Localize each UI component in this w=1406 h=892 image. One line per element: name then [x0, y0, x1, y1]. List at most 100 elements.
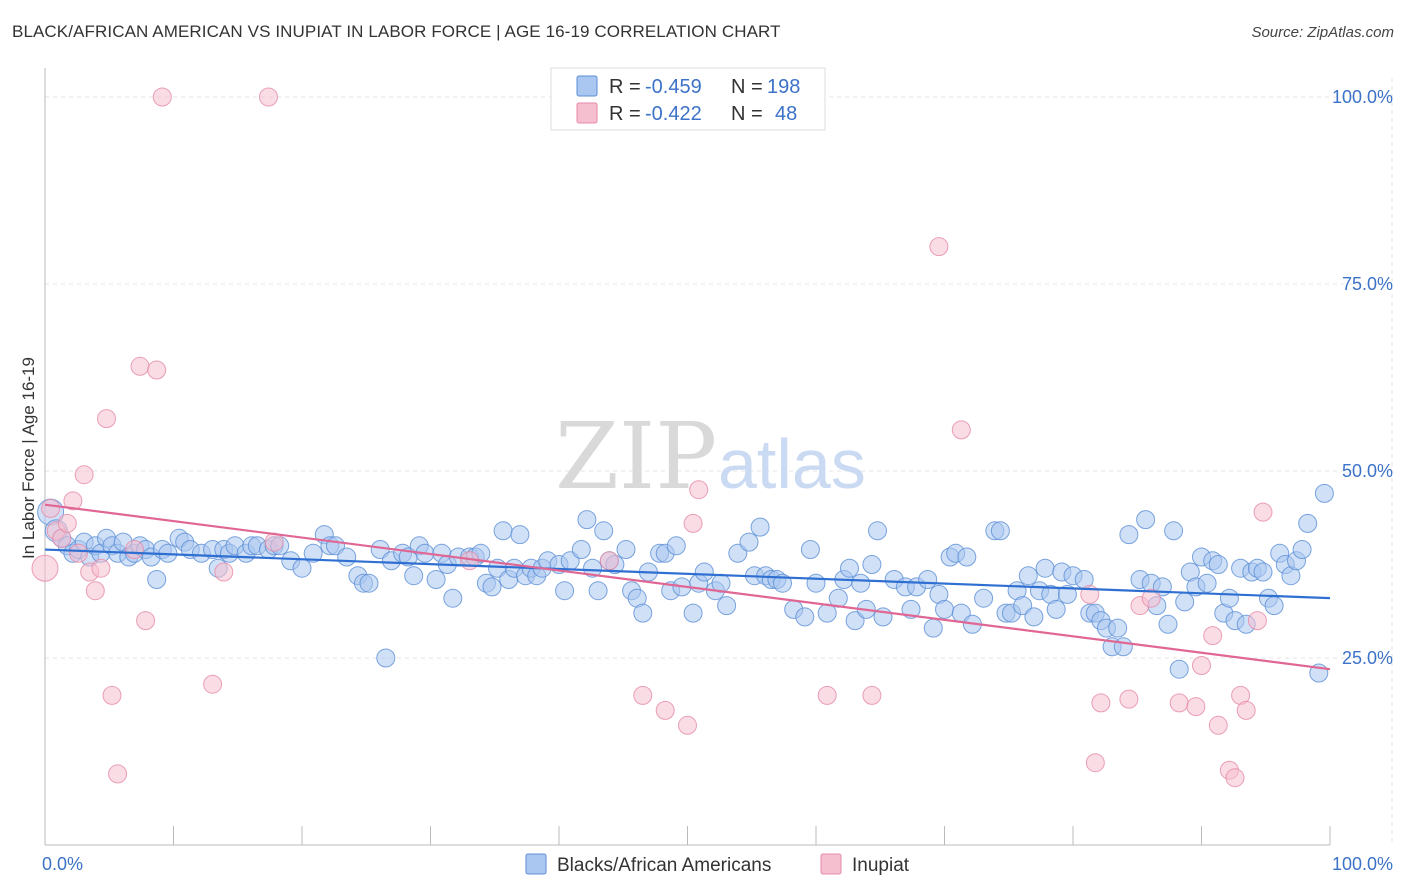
point-blacks	[1035, 558, 1055, 578]
series-legend: Blacks/African Americans Inupiat	[525, 853, 910, 876]
y-tick-label-100: 100.0%	[1332, 87, 1393, 107]
correlation-legend: R = -0.459 N = 198 R = -0.422 N = 48	[550, 67, 826, 131]
point-blacks	[840, 558, 859, 578]
point-inupiat	[633, 685, 653, 705]
point-blacks	[337, 547, 357, 567]
point-inupiat	[203, 674, 223, 694]
point-blacks	[1113, 637, 1133, 657]
legend-n-value-2: 48	[775, 103, 797, 125]
point-blacks	[376, 648, 396, 668]
point-blacks	[1298, 513, 1318, 533]
trend-line-inupiat	[44, 503, 1331, 671]
point-blacks	[1013, 596, 1033, 616]
point-inupiat	[929, 237, 949, 257]
point-blacks	[750, 517, 770, 537]
legend-r-label-2: R =	[609, 103, 641, 125]
point-blacks	[359, 573, 379, 593]
point-inupiat	[683, 513, 703, 533]
point-inupiat	[259, 87, 278, 107]
axes	[44, 68, 1331, 846]
legend-n-label-1: N =	[731, 76, 763, 98]
point-blacks	[1119, 525, 1139, 545]
point-inupiat	[678, 715, 697, 735]
point-inupiat	[85, 581, 105, 601]
point-blacks	[1024, 607, 1044, 627]
point-blacks	[404, 566, 424, 586]
point-blacks	[1264, 596, 1284, 616]
point-inupiat	[74, 465, 94, 485]
point-blacks	[862, 555, 882, 574]
point-inupiat	[63, 491, 83, 511]
y-tick-label-75: 75.0%	[1342, 274, 1393, 294]
point-inupiat	[57, 513, 77, 533]
legend-swatch-inupiat-bottom	[820, 853, 842, 875]
point-inupiat	[152, 87, 172, 107]
point-inupiat	[147, 360, 167, 380]
point-blacks	[571, 540, 591, 559]
point-blacks	[800, 540, 820, 559]
point-inupiat	[1192, 656, 1211, 675]
point-blacks	[493, 521, 513, 541]
watermark: ZIP atlas	[555, 403, 866, 510]
point-blacks	[482, 577, 502, 597]
point-inupiat	[102, 685, 122, 705]
point-inupiat	[108, 764, 128, 784]
point-blacks	[147, 570, 167, 589]
point-blacks	[851, 573, 871, 593]
legend-r-value-2: -0.422	[645, 103, 702, 125]
point-inupiat	[817, 685, 837, 705]
x-tick-label-left: 0.0%	[42, 854, 83, 874]
point-inupiat	[1186, 697, 1206, 717]
legend-label-blacks: Blacks/African Americans	[557, 855, 771, 876]
point-blacks	[1108, 618, 1128, 638]
point-blacks	[594, 521, 614, 541]
point-inupiat	[1085, 753, 1105, 773]
point-blacks	[1046, 599, 1066, 619]
point-blacks	[1253, 562, 1273, 582]
point-blacks	[1292, 540, 1312, 559]
point-blacks	[1158, 614, 1178, 634]
point-blacks	[806, 573, 826, 593]
point-blacks	[974, 588, 994, 608]
point-blacks	[817, 603, 837, 623]
point-inupiat	[862, 685, 882, 705]
legend-n-label-2: N =	[731, 103, 763, 125]
point-inupiat	[124, 540, 144, 559]
legend-r-value-1: -0.459	[645, 76, 702, 98]
point-blacks	[918, 570, 938, 589]
point-inupiat	[599, 551, 619, 571]
point-inupiat	[136, 611, 156, 631]
watermark-atlas: atlas	[718, 425, 866, 503]
point-blacks	[583, 558, 602, 578]
point-inupiat	[1253, 502, 1273, 522]
point-blacks	[739, 532, 759, 552]
point-blacks	[292, 558, 312, 578]
legend-n-value-1: 198	[767, 76, 800, 98]
point-blacks	[616, 540, 636, 559]
point-blacks	[935, 599, 954, 619]
point-inupiat	[1203, 626, 1223, 646]
legend-label-inupiat: Inupiat	[852, 855, 910, 876]
point-inupiat	[689, 480, 709, 500]
chart-title: BLACK/AFRICAN AMERICAN VS INUPIAT IN LAB…	[12, 22, 781, 41]
point-inupiat	[951, 420, 971, 440]
point-blacks	[1314, 483, 1334, 503]
point-blacks	[1169, 659, 1189, 679]
point-blacks	[443, 588, 463, 608]
point-blacks	[303, 543, 323, 563]
y-tick-label-25: 25.0%	[1342, 648, 1393, 668]
point-inupiat	[1236, 700, 1256, 720]
trend-lines	[44, 503, 1331, 671]
y-tick-labels: 100.0% 75.0% 50.0% 25.0%	[1332, 87, 1393, 668]
point-blacks	[923, 618, 943, 638]
y-axis-title: In Labor Force | Age 16-19	[19, 357, 38, 559]
legend-swatch-blacks	[576, 75, 598, 97]
point-blacks	[957, 547, 977, 567]
point-blacks	[1208, 555, 1228, 574]
series-blacks-points	[37, 483, 1334, 683]
point-blacks	[633, 603, 653, 623]
point-blacks	[1057, 584, 1077, 604]
point-blacks	[717, 596, 737, 616]
point-blacks	[1219, 588, 1239, 608]
